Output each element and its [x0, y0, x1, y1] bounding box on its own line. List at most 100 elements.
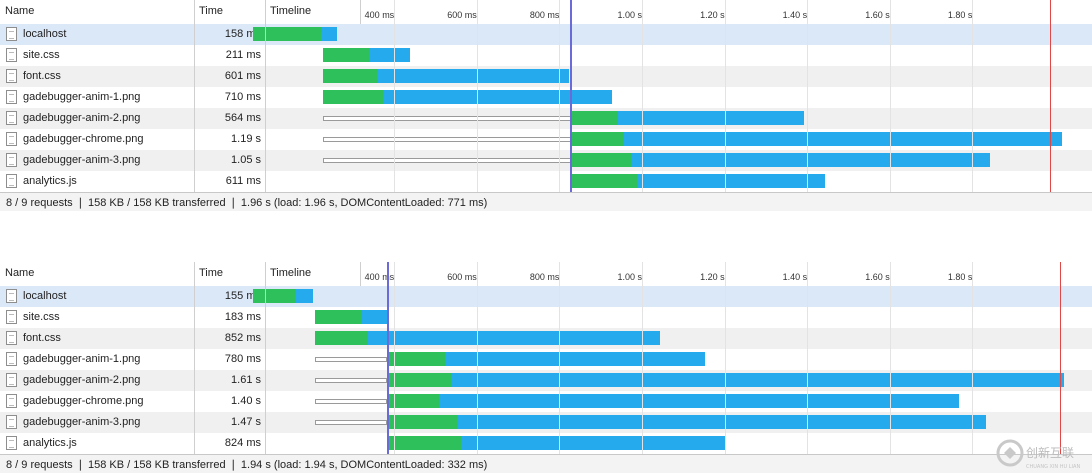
- queued-bar: [314, 399, 387, 404]
- latency-bar: [570, 153, 631, 167]
- request-time: 611 ms: [225, 175, 261, 187]
- request-time: 211 ms: [225, 49, 261, 61]
- request-row[interactable]: analytics.js 824 ms: [0, 433, 1092, 454]
- request-row[interactable]: font.css 601 ms: [0, 66, 1092, 87]
- column-divider: [265, 24, 266, 192]
- column-header-time-label: Time: [199, 5, 224, 17]
- latency-bar: [570, 174, 637, 188]
- column-divider: [194, 286, 195, 454]
- request-name: gadebugger-chrome.png: [23, 395, 144, 407]
- download-bar: [370, 48, 410, 62]
- request-name: gadebugger-anim-3.png: [23, 416, 141, 428]
- timeline-tick-label: 400 ms: [364, 10, 395, 20]
- download-bar: [457, 415, 986, 429]
- timeline-gridline: [889, 0, 891, 192]
- request-name: gadebugger-anim-2.png: [23, 374, 141, 386]
- request-name: font.css: [23, 332, 61, 344]
- request-row[interactable]: gadebugger-anim-3.png 1.05 s: [0, 150, 1092, 171]
- download-bar: [320, 27, 338, 41]
- timeline-gridline: [724, 262, 726, 454]
- timeline-tick-label: 1.40 s: [782, 272, 808, 282]
- queued-bar: [314, 420, 387, 425]
- download-bar: [636, 174, 825, 188]
- file-icon: [6, 331, 17, 345]
- request-row[interactable]: site.css 211 ms: [0, 45, 1092, 66]
- status-summary: 8 / 9 requests ❘ 158 KB / 158 KB transfe…: [6, 197, 488, 209]
- request-time: 710 ms: [224, 91, 261, 103]
- latency-bar: [386, 415, 458, 429]
- column-header-time[interactable]: Time: [194, 262, 265, 286]
- status-bar: 8 / 9 requests ❘ 158 KB / 158 KB transfe…: [0, 454, 1092, 473]
- header-divider: [194, 262, 195, 286]
- request-row[interactable]: gadebugger-anim-2.png 1.61 s: [0, 370, 1092, 391]
- latency-bar: [322, 48, 371, 62]
- file-icon: [6, 436, 17, 450]
- column-divider: [194, 24, 195, 192]
- file-icon: [6, 48, 17, 62]
- request-time: 155 ms: [224, 290, 261, 302]
- column-divider: [265, 286, 266, 454]
- timeline-tick-label: 1.80 s: [947, 10, 973, 20]
- timeline-tick-label: 1.00 s: [617, 10, 642, 20]
- request-row[interactable]: gadebugger-anim-1.png 710 ms: [0, 87, 1092, 108]
- request-time: 564 ms: [224, 112, 261, 124]
- timeline-gridline: [559, 262, 561, 454]
- queued-bar: [322, 158, 571, 163]
- request-row[interactable]: localhost 158 ms: [0, 24, 1092, 45]
- timeline-gridline: [476, 262, 478, 454]
- table-header: Name Time Timeline 400 ms 600 ms 800 ms 1.00 s…: [0, 0, 1092, 25]
- column-header-time[interactable]: Time: [194, 0, 265, 24]
- request-row[interactable]: gadebugger-anim-2.png 564 ms: [0, 108, 1092, 129]
- latency-bar: [386, 436, 462, 450]
- load-marker: [1049, 0, 1051, 192]
- timeline-gridline: [476, 0, 478, 192]
- network-panel: Name Time Timeline 400 ms 600 ms 800 ms 1.00 s…: [0, 262, 1092, 474]
- download-bar: [444, 352, 705, 366]
- download-bar: [438, 394, 959, 408]
- queued-bar: [322, 116, 571, 121]
- request-row[interactable]: gadebugger-chrome.png 1.19 s: [0, 129, 1092, 150]
- request-row[interactable]: site.css 183 ms: [0, 307, 1092, 328]
- request-time: 1.40 s: [231, 395, 261, 407]
- status-summary: 8 / 9 requests ❘ 158 KB / 158 KB transfe…: [6, 459, 488, 471]
- table-header: Name Time Timeline 400 ms 600 ms 800 ms 1.00 s…: [0, 262, 1092, 287]
- request-time: 601 ms: [224, 70, 261, 82]
- column-header-name[interactable]: Name: [0, 262, 194, 286]
- latency-bar: [386, 373, 451, 387]
- download-bar: [362, 310, 387, 324]
- request-row[interactable]: gadebugger-anim-3.png 1.47 s: [0, 412, 1092, 433]
- timeline-tick-label: 1.40 s: [782, 10, 808, 20]
- file-icon: [6, 310, 17, 324]
- request-time: 1.61 s: [231, 374, 261, 386]
- download-bar: [376, 69, 569, 83]
- latency-bar: [322, 90, 383, 104]
- request-time: 824 ms: [224, 437, 261, 449]
- column-header-timeline[interactable]: Timeline: [265, 262, 365, 286]
- request-row[interactable]: gadebugger-anim-1.png 780 ms: [0, 349, 1092, 370]
- timeline-gridline: [972, 0, 974, 192]
- timeline-tick-label: 800 ms: [529, 10, 560, 20]
- download-bar: [368, 331, 660, 345]
- file-icon: [6, 132, 17, 146]
- request-time: 780 ms: [224, 353, 261, 365]
- header-divider: [360, 262, 361, 286]
- request-row[interactable]: font.css 852 ms: [0, 328, 1092, 349]
- timeline-tick-label: 1.20 s: [700, 10, 725, 20]
- request-row[interactable]: analytics.js 611 ms: [0, 171, 1092, 192]
- queued-bar: [322, 137, 571, 142]
- request-row[interactable]: localhost 155 ms: [0, 286, 1092, 307]
- column-header-name[interactable]: Name: [0, 0, 194, 24]
- request-name: gadebugger-anim-2.png: [23, 112, 141, 124]
- column-header-name-label: Name: [5, 267, 35, 279]
- timeline-gridline: [972, 262, 974, 454]
- latency-bar: [386, 352, 445, 366]
- download-bar: [618, 111, 805, 125]
- column-header-timeline[interactable]: Timeline: [265, 0, 365, 24]
- request-row[interactable]: gadebugger-chrome.png 1.40 s: [0, 391, 1092, 412]
- request-time: 1.05 s: [231, 154, 261, 166]
- file-icon: [6, 174, 17, 188]
- timeline-tick-label: 1.60 s: [865, 10, 890, 20]
- file-icon: [6, 394, 17, 408]
- column-header-name-label: Name: [5, 5, 35, 17]
- latency-bar: [252, 27, 321, 41]
